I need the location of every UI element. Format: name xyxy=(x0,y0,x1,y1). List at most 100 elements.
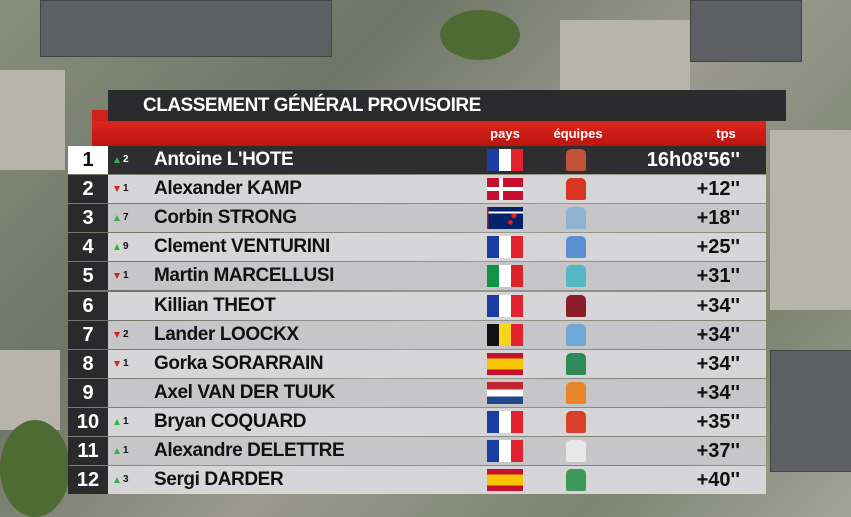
team-jersey xyxy=(566,294,586,317)
row-background xyxy=(108,204,766,233)
country-flag xyxy=(487,469,523,492)
position-change: 9 xyxy=(123,241,129,253)
standing-row: 12 3 Sergi DARDER +40'' xyxy=(68,466,766,495)
country-flag xyxy=(487,149,523,171)
team-jersey xyxy=(566,265,586,288)
row-background xyxy=(108,233,766,262)
header-band xyxy=(92,121,766,146)
country-flag xyxy=(487,352,523,375)
team-jersey xyxy=(566,149,586,171)
column-header: pays xyxy=(490,126,520,141)
building xyxy=(690,0,802,62)
rank: 2 xyxy=(68,175,108,204)
team-jersey xyxy=(566,410,586,433)
team-jersey xyxy=(566,469,586,492)
standing-row: 2 1 Alexander KAMP +12'' xyxy=(68,175,766,204)
standing-row: 8 1 Gorka SORARRAIN +34'' xyxy=(68,349,766,378)
panel-title: CLASSEMENT GÉNÉRAL PROVISOIRE xyxy=(108,90,786,121)
rank: 10 xyxy=(68,407,108,436)
rank: 4 xyxy=(68,233,108,262)
row-background xyxy=(108,437,766,465)
team-jersey xyxy=(566,323,586,346)
rank: 1 xyxy=(68,146,108,174)
time: +18'' xyxy=(696,207,740,230)
time: +34'' xyxy=(696,352,740,375)
team-jersey xyxy=(566,381,586,404)
standing-row: 11 1 Alexandre DELETTRE +37'' xyxy=(68,437,766,465)
rank: 6 xyxy=(68,291,108,320)
standing-row: 1 2 Antoine L'HOTE 16h08'56'' xyxy=(68,146,766,174)
standing-row: 9 Axel VAN DER TUUK +34'' xyxy=(68,378,766,407)
building xyxy=(770,130,851,310)
time: +34'' xyxy=(696,294,740,317)
rank: 12 xyxy=(68,466,108,495)
team-jersey xyxy=(566,178,586,201)
rank: 8 xyxy=(68,349,108,378)
standing-row: 4 9 Clement VENTURINI +25'' xyxy=(68,233,766,262)
column-header: tps xyxy=(716,126,736,141)
row-background xyxy=(108,378,766,407)
country-flag xyxy=(487,381,523,404)
team-jersey xyxy=(566,207,586,230)
row-background xyxy=(108,320,766,349)
trend-arrow xyxy=(114,273,120,280)
trend-arrow xyxy=(114,215,120,222)
country-flag xyxy=(487,410,523,433)
country-flag xyxy=(487,294,523,317)
time: +37'' xyxy=(696,440,740,462)
position-change: 1 xyxy=(123,183,129,195)
position-change: 3 xyxy=(123,474,129,486)
team-jersey xyxy=(566,440,586,462)
row-background xyxy=(108,146,766,174)
tree xyxy=(440,10,520,60)
row-background xyxy=(108,466,766,495)
row-background xyxy=(108,291,766,320)
rank: 7 xyxy=(68,320,108,349)
position-change: 1 xyxy=(123,415,129,427)
trend-arrow xyxy=(114,418,120,425)
rider-name: Alexander KAMP xyxy=(154,178,302,200)
row-background xyxy=(108,175,766,204)
country-flag xyxy=(487,236,523,259)
country-flag xyxy=(487,265,523,288)
rider-name: Gorka SORARRAIN xyxy=(154,352,324,374)
country-flag xyxy=(487,440,523,462)
position-change: 7 xyxy=(123,212,129,224)
rank: 3 xyxy=(68,204,108,233)
rider-name: Alexandre DELETTRE xyxy=(154,440,345,461)
rider-name: Bryan COQUARD xyxy=(154,410,307,432)
building xyxy=(0,70,65,170)
time: +25'' xyxy=(696,236,740,259)
position-change: 2 xyxy=(123,154,129,165)
rank: 5 xyxy=(68,262,108,291)
trend-arrow xyxy=(114,360,120,367)
standing-row: 10 1 Bryan COQUARD +35'' xyxy=(68,407,766,436)
row-background xyxy=(108,407,766,436)
rider-name: Sergi DARDER xyxy=(154,469,284,491)
country-flag xyxy=(487,178,523,201)
standing-row: 5 1 Martin MARCELLUSI +31'' xyxy=(68,262,766,291)
position-change: 1 xyxy=(123,270,129,282)
rank: 11 xyxy=(68,437,108,465)
building xyxy=(0,350,60,430)
building xyxy=(560,20,690,90)
team-jersey xyxy=(566,236,586,259)
tree xyxy=(0,420,70,517)
time: 16h08'56'' xyxy=(646,149,740,171)
time: +40'' xyxy=(696,469,740,492)
time: +12'' xyxy=(696,178,740,201)
time: +34'' xyxy=(696,323,740,346)
building xyxy=(40,0,332,57)
standing-row: 7 2 Lander LOOCKX +34'' xyxy=(68,320,766,349)
team-jersey xyxy=(566,352,586,375)
trend-arrow xyxy=(114,477,120,484)
building xyxy=(770,350,851,472)
position-change: 2 xyxy=(123,328,129,340)
rider-name: Corbin STRONG xyxy=(154,207,297,229)
trend-arrow xyxy=(114,244,120,251)
rider-name: Lander LOOCKX xyxy=(154,323,299,345)
trend-arrow xyxy=(114,157,120,163)
country-flag xyxy=(487,323,523,346)
standing-row: 6 Killian THEOT +34'' xyxy=(68,291,766,320)
